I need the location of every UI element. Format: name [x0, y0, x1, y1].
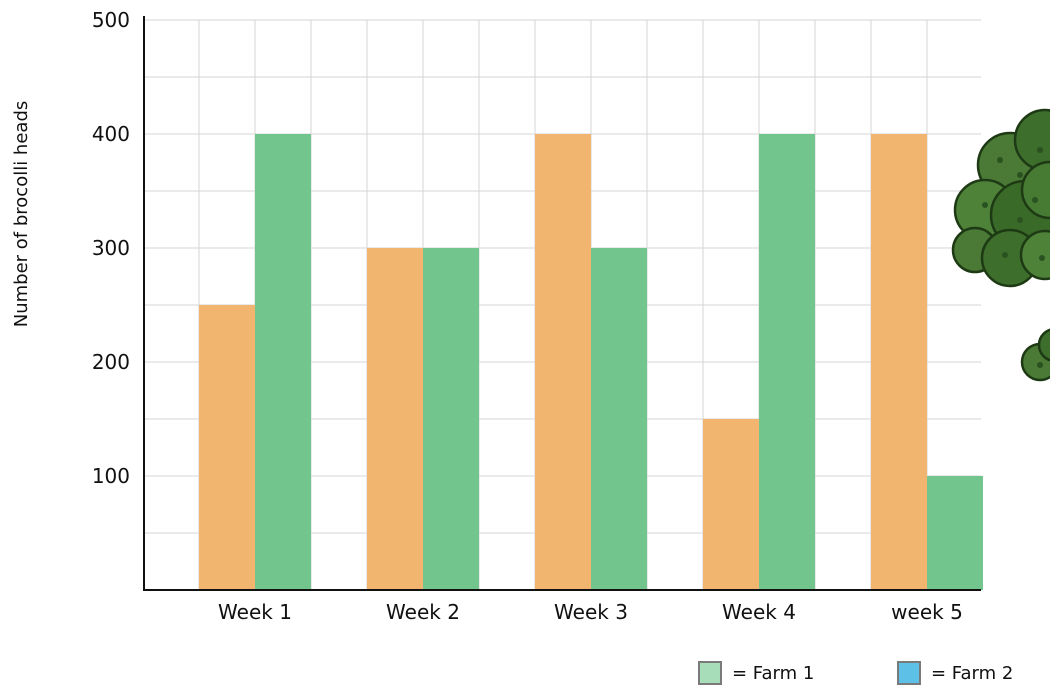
axis-labels: Week 1 Week 2 Week 3 Week 4 week 5 100 200 300 4… [92, 8, 963, 624]
y-axis-title: Number of brocolli heads [11, 101, 32, 328]
legend-label-farm-2: = Farm 2 [931, 662, 1014, 684]
y-tick-label: 400 [92, 122, 130, 146]
y-tick-label: 100 [92, 464, 130, 488]
bar-1-week-5 [871, 134, 927, 590]
bar-1-week-2 [367, 248, 423, 590]
bar-2-week-3 [591, 248, 647, 590]
y-tick-label: 500 [92, 8, 130, 32]
bar-1-week-1 [199, 305, 255, 590]
farm-1-swatch [698, 661, 722, 685]
y-tick-label: 300 [92, 236, 130, 260]
bars [199, 134, 983, 590]
legend-item-farm-1: = Farm 1 [698, 658, 814, 688]
bar-1-week-4 [703, 419, 759, 590]
x-tick-label: week 5 [891, 600, 963, 624]
bar-2-week-2 [423, 248, 479, 590]
x-tick-label: Week 3 [554, 600, 628, 624]
x-tick-label: Week 1 [218, 600, 292, 624]
broccoli-icon [951, 108, 1050, 382]
legend-label-farm-1: = Farm 1 [732, 662, 815, 684]
bar-2-week-1 [255, 134, 311, 590]
bar-2-week-4 [759, 134, 815, 590]
x-tick-label: Week 2 [386, 600, 460, 624]
farm-2-swatch [897, 661, 921, 685]
legend-item-farm-2: = Farm 2 [897, 658, 1013, 688]
axes [143, 16, 981, 591]
bar-1-week-3 [535, 134, 591, 590]
x-tick-label: Week 4 [722, 600, 796, 624]
y-tick-label: 200 [92, 350, 130, 374]
bar-2-week-5 [927, 476, 983, 590]
